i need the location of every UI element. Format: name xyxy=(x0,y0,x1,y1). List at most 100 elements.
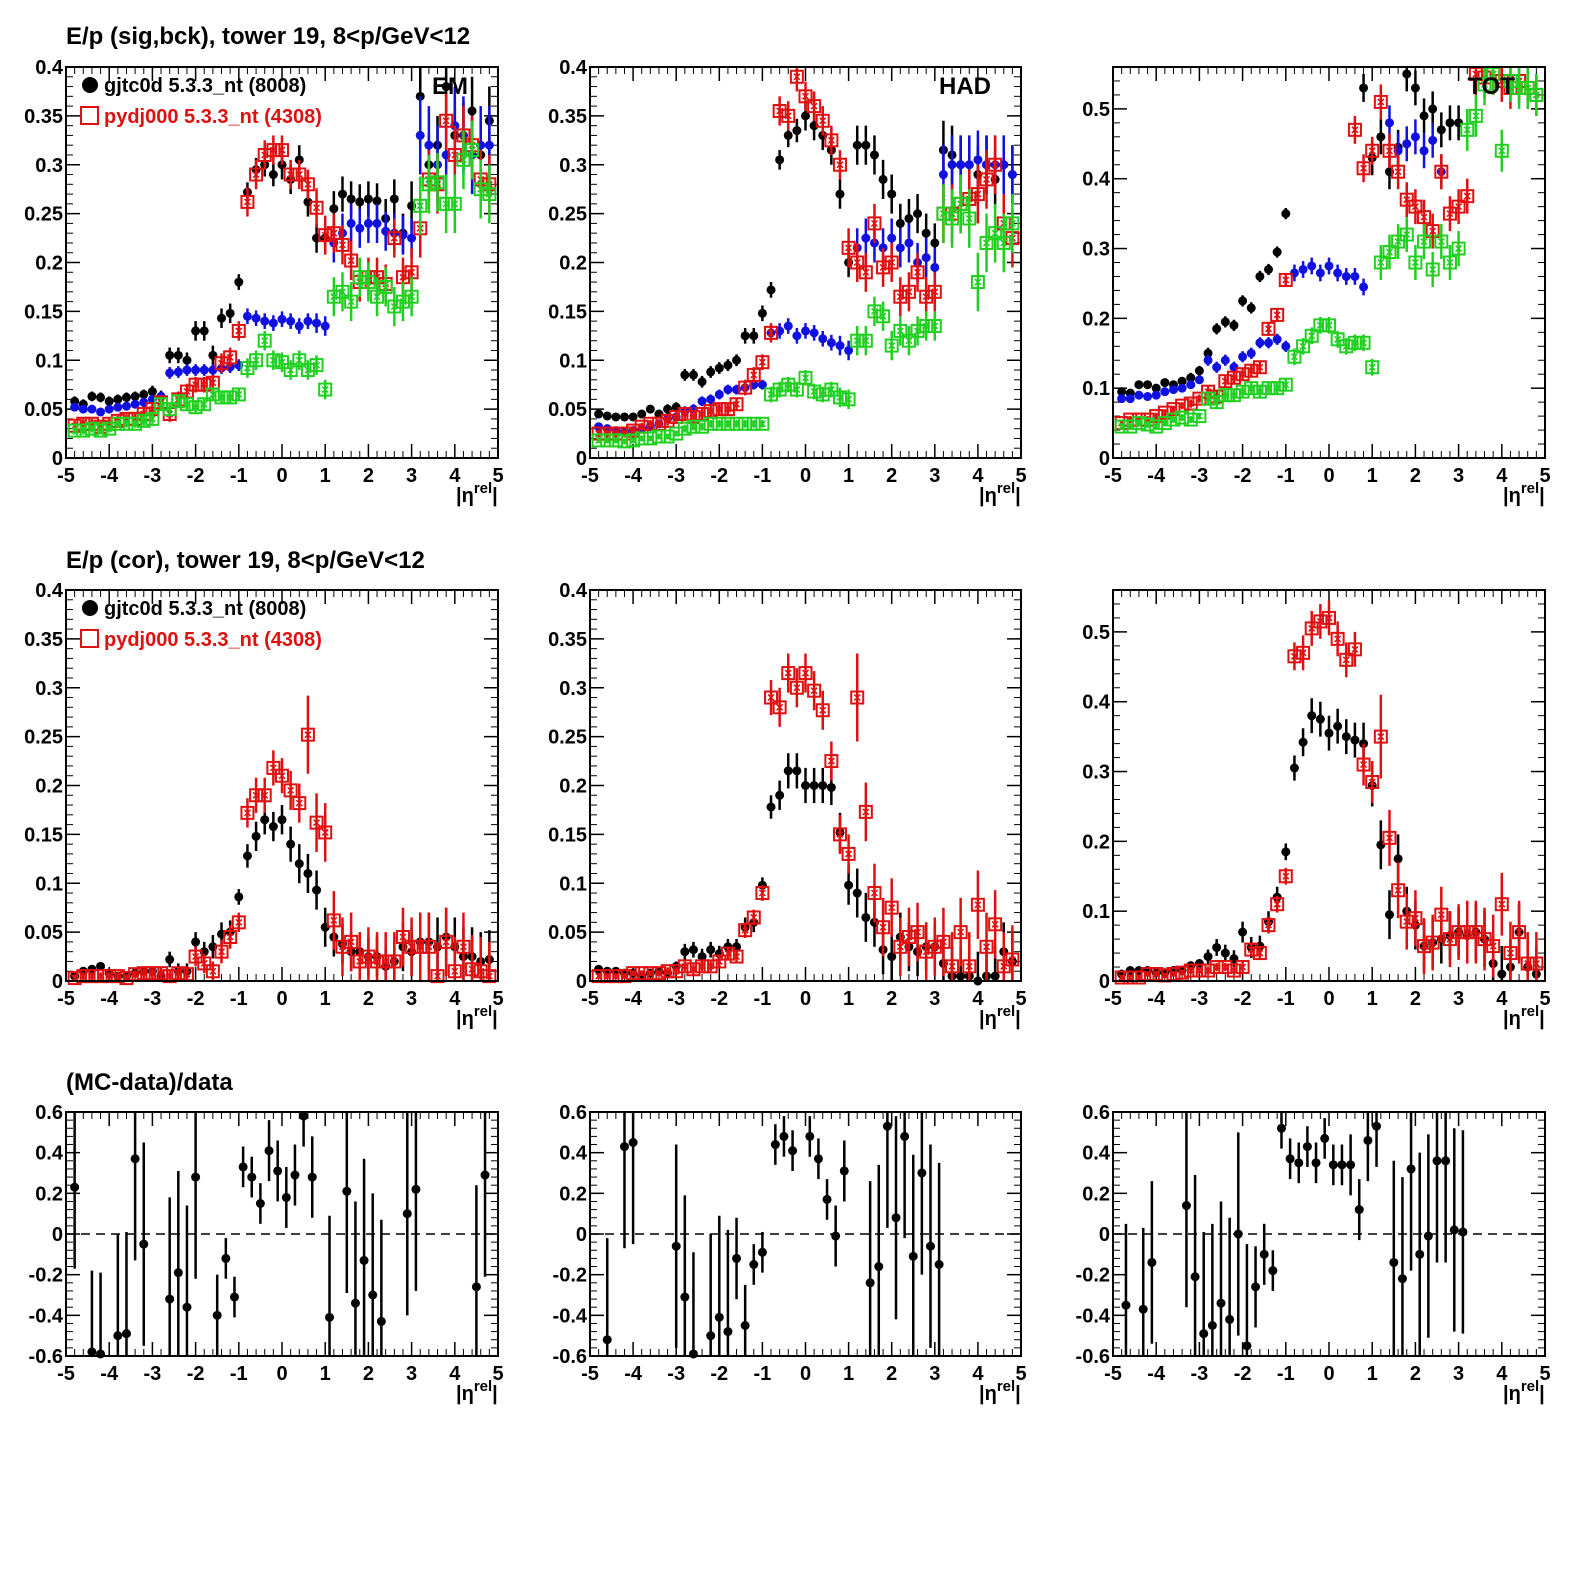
data-point xyxy=(884,255,899,270)
y-tick-label: 0 xyxy=(52,448,63,470)
data-point xyxy=(1347,642,1362,657)
data-point xyxy=(956,160,966,170)
data-point xyxy=(286,316,296,326)
data-point-cross xyxy=(243,198,251,206)
data-point-cross xyxy=(1429,227,1437,235)
data-point xyxy=(1391,164,1406,179)
data-point-cross xyxy=(408,268,416,276)
data-point-cross xyxy=(295,356,303,364)
data-point xyxy=(781,377,796,392)
data-point xyxy=(234,892,244,902)
data-point xyxy=(1322,318,1336,333)
data-point-cross xyxy=(433,178,442,186)
x-tick-label: -1 xyxy=(1277,988,1295,1010)
data-point xyxy=(1289,763,1299,773)
data-point xyxy=(798,89,813,104)
x-tick-label: 4 xyxy=(1496,988,1508,1010)
data-point xyxy=(781,666,796,681)
data-point xyxy=(182,355,192,365)
data-point xyxy=(738,923,753,938)
data-point xyxy=(130,391,140,401)
data-point-cross xyxy=(1472,112,1480,120)
data-point xyxy=(275,143,289,158)
data-point xyxy=(850,255,865,270)
data-point xyxy=(1192,963,1207,978)
legend-row2: gjtc0d 5.3.3_nt (8008) pydj000 5.3.3_nt … xyxy=(80,598,322,651)
data-point-cross xyxy=(914,268,922,276)
series-3 xyxy=(67,120,497,438)
data-point-cross xyxy=(965,962,973,970)
x-tick-label: 3 xyxy=(1453,1363,1464,1385)
y-tick-label: 0.2 xyxy=(35,253,63,275)
data-point xyxy=(350,1298,360,1308)
data-point-cross xyxy=(862,808,870,816)
y-tick-label: 0.15 xyxy=(548,301,587,323)
data-point xyxy=(1298,264,1308,274)
data-point xyxy=(329,204,339,214)
y-tick-label: 0.1 xyxy=(35,873,63,895)
data-point xyxy=(96,961,106,971)
data-point-cross xyxy=(939,938,947,946)
data-point xyxy=(1529,87,1544,102)
data-point-cross xyxy=(991,229,999,237)
data-point-cross xyxy=(1532,960,1540,968)
data-point xyxy=(290,1170,300,1180)
data-point xyxy=(945,211,960,226)
data-point xyxy=(1281,341,1291,351)
x-tick-label: 0 xyxy=(276,1363,287,1385)
data-point xyxy=(1220,948,1230,958)
x-tick-label: -2 xyxy=(710,988,728,1010)
data-point xyxy=(264,1146,274,1156)
data-point-cross xyxy=(888,342,896,350)
data-point xyxy=(626,966,641,981)
data-point xyxy=(884,900,899,915)
data-point xyxy=(1419,111,1429,121)
x-tick-label: 5 xyxy=(492,988,503,1010)
data-point xyxy=(755,416,770,431)
data-point xyxy=(1373,255,1388,270)
data-point xyxy=(809,328,819,338)
data-point xyxy=(1151,383,1161,393)
data-point xyxy=(962,211,977,226)
data-point xyxy=(292,167,307,182)
x-tick-label: 3 xyxy=(406,1363,417,1385)
data-point xyxy=(165,368,175,378)
data-point-cross xyxy=(1256,363,1264,371)
y-tick-label: 0.25 xyxy=(24,204,63,226)
x-tick-label: 2 xyxy=(1410,465,1421,487)
data-point xyxy=(1356,161,1371,176)
data-point-cross xyxy=(1351,645,1359,653)
data-point-cross xyxy=(304,180,312,188)
data-point xyxy=(165,954,175,964)
data-point xyxy=(1460,189,1475,204)
x-tick-label: 5 xyxy=(1015,988,1026,1010)
data-point xyxy=(76,969,91,984)
data-point-cross xyxy=(888,258,896,267)
data-point xyxy=(121,1329,131,1339)
data-point-cross xyxy=(1394,168,1402,176)
data-point-cross xyxy=(313,204,321,212)
data-point xyxy=(389,194,399,204)
data-point xyxy=(1268,1266,1278,1276)
data-point xyxy=(84,969,99,984)
data-point xyxy=(887,189,897,199)
data-point xyxy=(447,196,462,211)
data-point-cross xyxy=(313,361,321,369)
x-tick-label: 4 xyxy=(972,465,984,487)
data-point xyxy=(395,294,410,309)
data-point-cross xyxy=(1463,192,1471,200)
x-tick-label: 4 xyxy=(449,465,461,487)
data-point xyxy=(917,1168,927,1178)
data-point xyxy=(372,196,382,206)
data-point-cross xyxy=(982,943,991,951)
data-point xyxy=(214,944,229,959)
data-point xyxy=(1313,318,1328,333)
data-point xyxy=(1287,349,1302,364)
data-point xyxy=(1183,963,1198,978)
data-point-cross xyxy=(991,920,999,928)
data-point xyxy=(1434,164,1449,179)
data-point xyxy=(901,930,916,945)
data-point xyxy=(697,377,707,387)
x-tick-label: 1 xyxy=(1367,988,1378,1010)
data-point xyxy=(413,198,428,213)
